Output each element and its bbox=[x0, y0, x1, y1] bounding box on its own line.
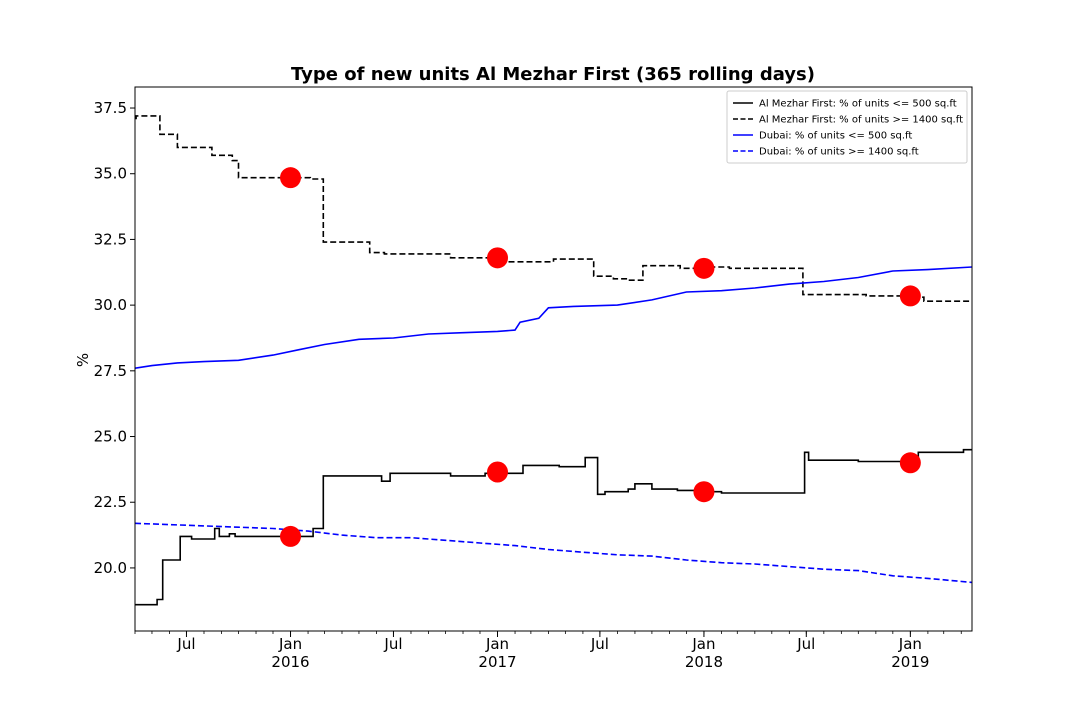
legend-box bbox=[726, 90, 968, 164]
x-tick-label: Jul bbox=[176, 635, 195, 653]
y-tick-label: 35.0 bbox=[94, 165, 127, 183]
highlight-marker-5 bbox=[280, 525, 302, 547]
legend-label-4: Dubai: % of units >= 1400 sq.ft bbox=[759, 147, 919, 158]
series-line-1 bbox=[135, 448, 972, 606]
x-tick-year-label: 2016 bbox=[271, 653, 309, 671]
highlight-marker-7 bbox=[693, 481, 715, 503]
plot-area bbox=[135, 115, 972, 606]
chart-title: Type of new units Al Mezhar First (365 r… bbox=[291, 64, 815, 85]
x-tick-label: Jul bbox=[383, 635, 402, 653]
x-tick-label: Jan bbox=[485, 635, 509, 653]
y-tick-label: 20.0 bbox=[94, 559, 127, 577]
y-tick-label: 32.5 bbox=[94, 230, 127, 248]
y-tick-label: 27.5 bbox=[94, 362, 127, 380]
x-tick-year-label: 2019 bbox=[891, 653, 929, 671]
x-tick-label: Jul bbox=[796, 635, 815, 653]
x-tick-label: Jan bbox=[278, 635, 302, 653]
x-tick-year-label: 2017 bbox=[478, 653, 516, 671]
y-tick-label: 22.5 bbox=[94, 493, 127, 511]
x-tick-label: Jan bbox=[898, 635, 922, 653]
legend-label-1: Al Mezhar First: % of units <= 500 sq.ft bbox=[759, 99, 957, 110]
series-group bbox=[135, 115, 972, 606]
highlight-marker-1 bbox=[280, 167, 302, 189]
x-tick-year-label: 2018 bbox=[685, 653, 723, 671]
highlight-marker-8 bbox=[899, 452, 921, 474]
highlight-marker-2 bbox=[487, 247, 509, 269]
series-line-3 bbox=[135, 266, 972, 369]
x-tick-label: Jul bbox=[590, 635, 609, 653]
y-axis-label: % bbox=[74, 353, 92, 367]
legend: Al Mezhar First: % of units <= 500 sq.ft… bbox=[726, 90, 968, 164]
highlight-marker-4 bbox=[899, 285, 921, 307]
y-tick-label: 37.5 bbox=[94, 99, 127, 117]
legend-label-3: Dubai: % of units <= 500 sq.ft bbox=[759, 131, 912, 142]
y-tick-label: 25.0 bbox=[94, 428, 127, 446]
highlight-marker-3 bbox=[693, 257, 715, 279]
series-line-4 bbox=[135, 522, 972, 584]
plot-frame bbox=[134, 86, 973, 632]
highlight-marker-6 bbox=[487, 461, 509, 483]
legend-label-2: Al Mezhar First: % of units >= 1400 sq.f… bbox=[759, 115, 963, 126]
x-tick-label: Jan bbox=[691, 635, 715, 653]
y-tick-label: 30.0 bbox=[94, 296, 127, 314]
